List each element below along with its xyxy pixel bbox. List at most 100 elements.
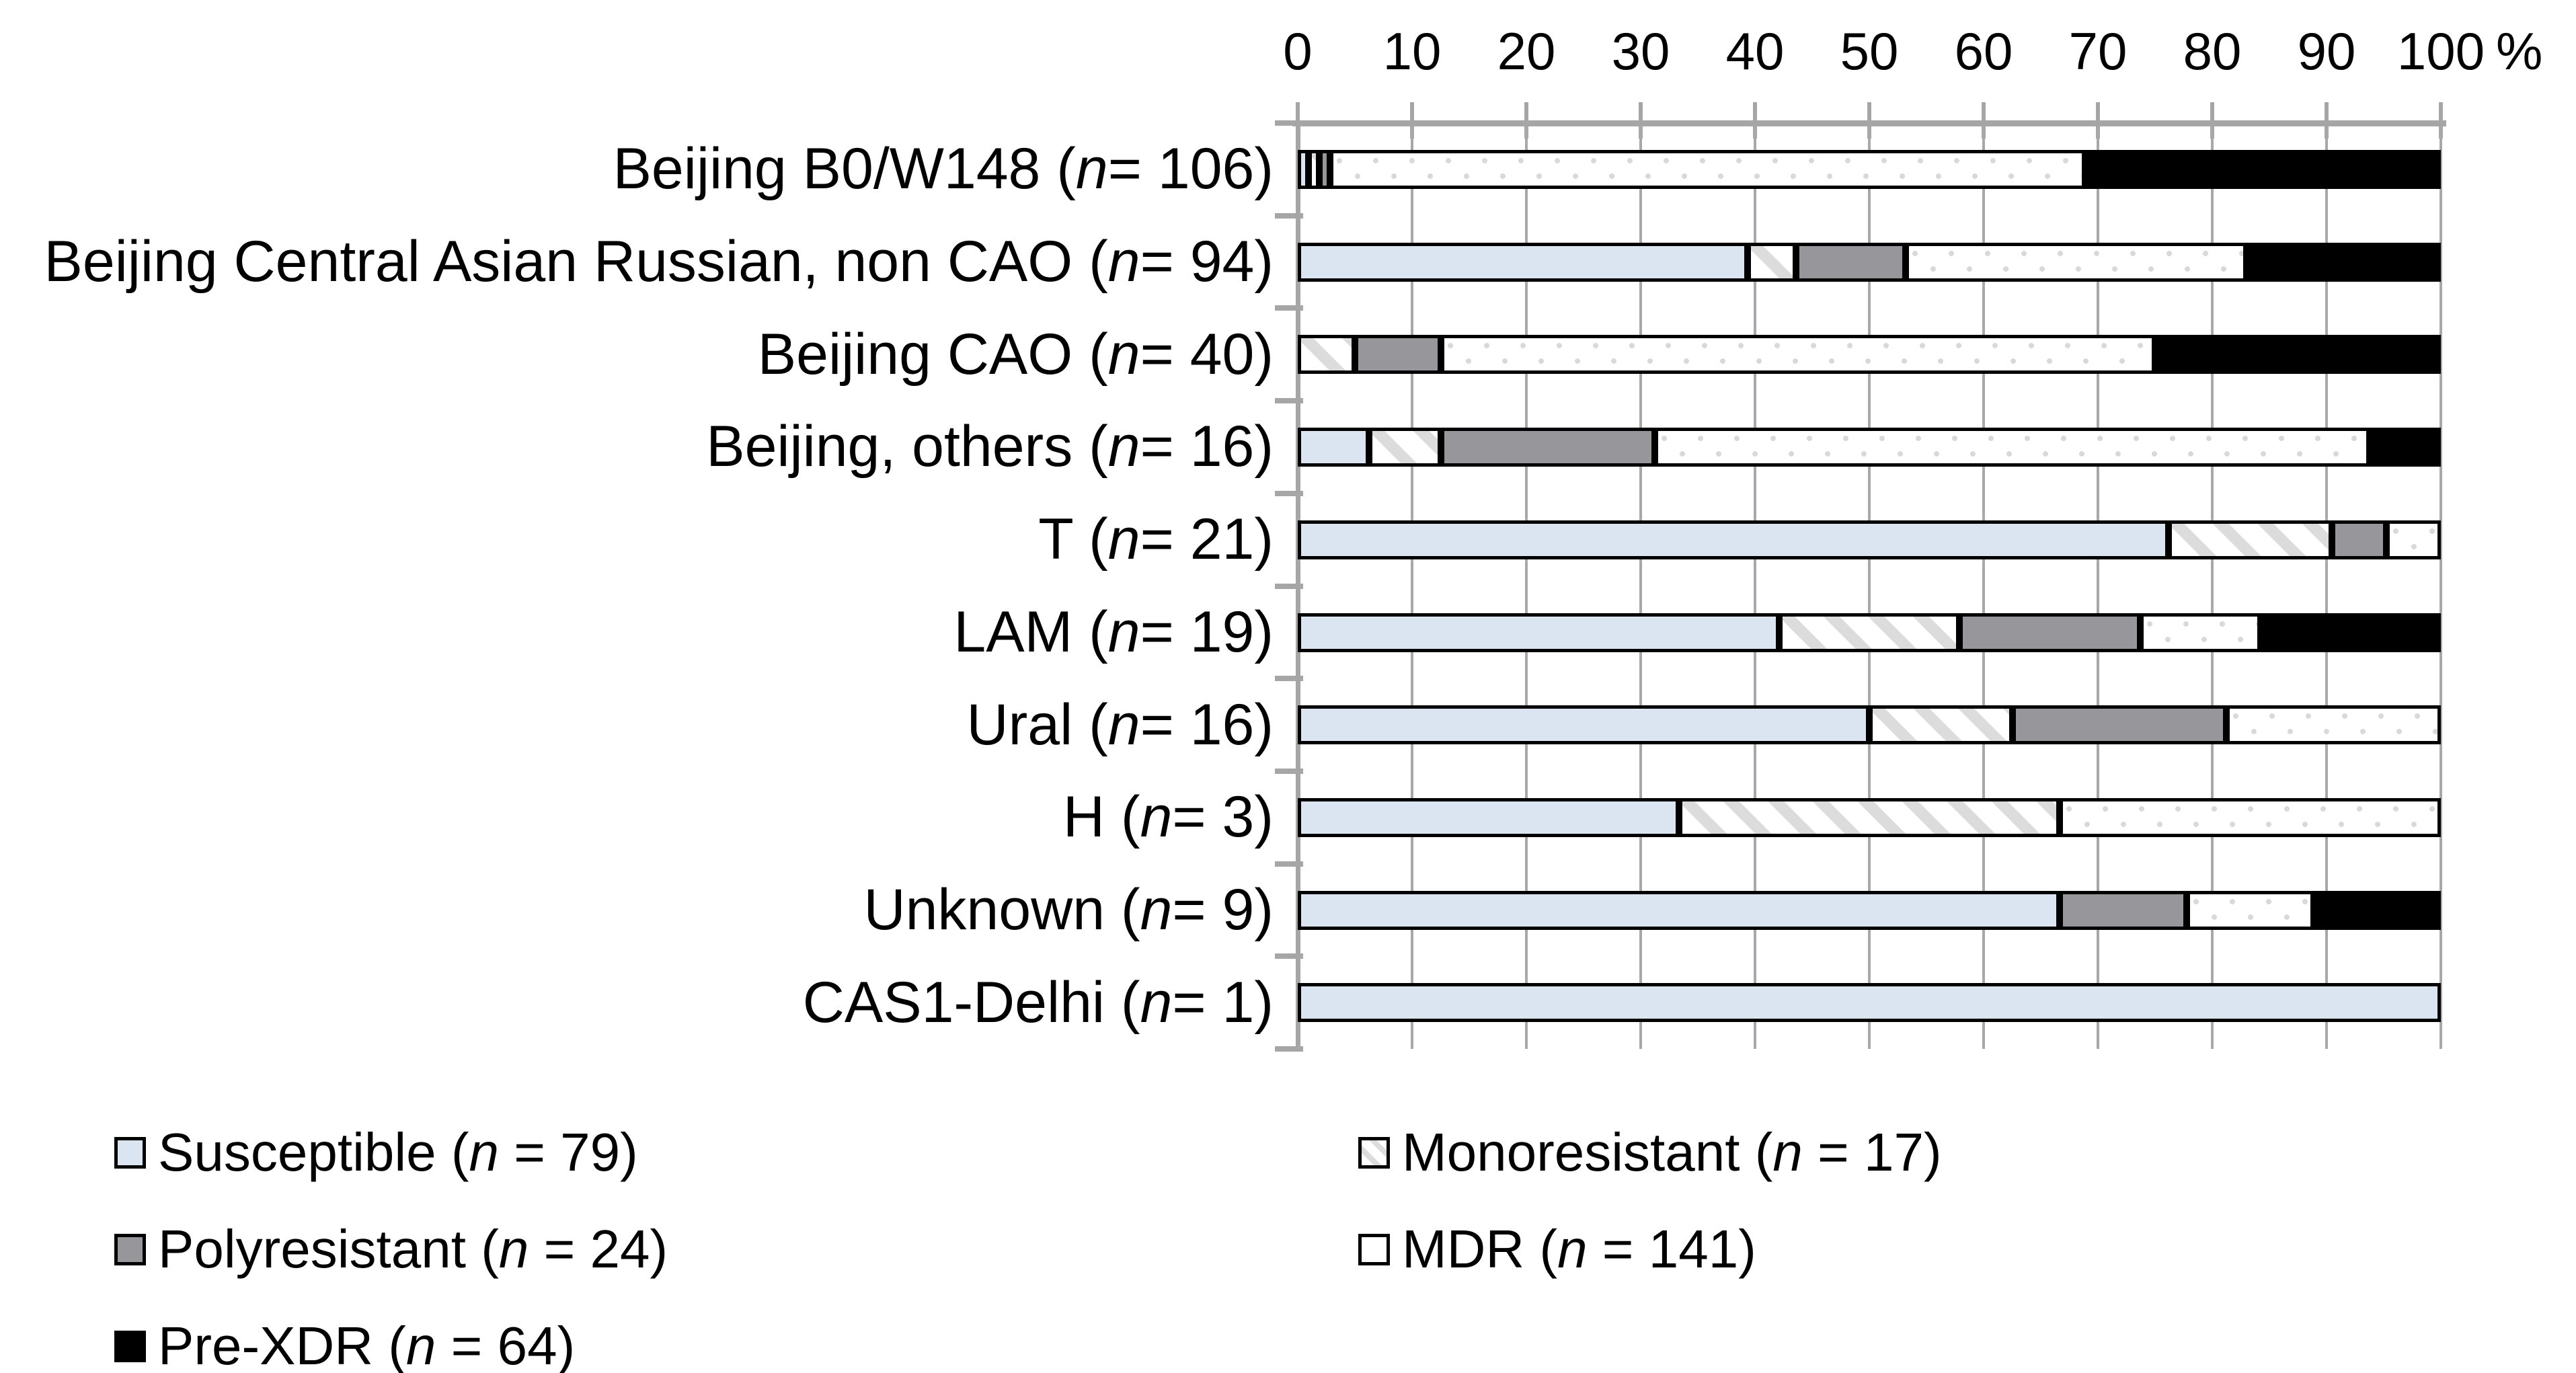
gridline [1411,123,1413,1049]
category-axis-tick [1275,953,1303,959]
bar-segment-monoresistant [1309,150,1320,189]
bar-segment-susceptible [1298,613,1779,652]
bar-segment-monoresistant [1678,797,2060,837]
italic-n: n [405,1316,436,1373]
gridline [1639,123,1642,1049]
bar-segment-mdr [1330,150,2085,189]
legend-item-prexdr: Pre-XDR (n = 64) [114,1317,575,1373]
bar-row [1298,983,2441,1023]
axis-tick-label: 70 [2068,22,2128,81]
bar-segment-susceptible [1298,797,1679,837]
category-axis-tick [1275,398,1303,404]
bar-segment-polyresistant [2060,890,2187,930]
category-label: Beijing, others (n = 16) [706,414,1274,479]
bar-segment-mdr [2187,890,2314,930]
category-label: Beijing CAO (n = 40) [757,321,1274,387]
legend-item-polyresistant: Polyresistant (n = 24) [114,1220,668,1279]
italic-n: n [1772,1122,1803,1182]
category-axis-tick [1275,490,1303,496]
italic-n: n [1107,321,1140,387]
italic-n: n [1107,599,1140,664]
italic-n: n [1140,785,1173,850]
bar-segment-susceptible [1298,520,2169,559]
bar-segment-polyresistant [1440,428,1655,467]
axis-tick-label: 10 [1382,22,1442,81]
bar-row [1298,797,2441,837]
category-axis-tick [1275,583,1303,589]
bar-segment-mdr [2386,520,2441,559]
italic-n: n [1107,414,1140,479]
bar-segment-polyresistant [1355,335,1441,375]
axis-unit-label: % [2496,22,2543,81]
legend-label: Monoresistant (n = 17) [1402,1122,1942,1182]
category-label: Ural (n = 16) [966,692,1274,757]
bar-segment-prexdr [2369,428,2441,467]
bar-segment-prexdr [2155,335,2441,375]
italic-n: n [1107,229,1140,295]
bar-segment-prexdr [2314,890,2441,930]
bar-segment-prexdr [2246,242,2441,282]
bar-segment-mdr [2226,705,2441,745]
axis-tick-label: 50 [1840,22,1899,81]
legend-label: Pre-XDR (n = 64) [158,1317,575,1373]
gridline [2097,123,2099,1049]
susceptible-swatch [114,1136,146,1169]
monoresistant-swatch [1358,1136,1390,1169]
legend-item-susceptible: Susceptible (n = 79) [114,1123,638,1182]
bar-segment-susceptible [1298,890,2060,930]
bar-segment-susceptible [1298,242,1748,282]
category-axis-tick [1275,768,1303,774]
axis-tick-label: 40 [1725,22,1785,81]
legend-item-monoresistant: Monoresistant (n = 17) [1358,1123,1942,1182]
category-axis-tick [1275,861,1303,867]
axis-tick-label: 60 [1954,22,2013,81]
category-axis-tick [1275,212,1303,219]
italic-n: n [498,1219,529,1279]
axis-tick-label: 100 [2396,22,2485,81]
italic-n: n [1107,692,1140,757]
bar-segment-polyresistant [1959,613,2140,652]
bar-row [1298,335,2441,375]
category-label: Beijing Central Asian Russian, non CAO (… [44,229,1274,295]
bar-segment-susceptible [1298,428,1370,467]
category-label: CAS1-Delhi (n = 1) [802,970,1274,1035]
prexdr-swatch [114,1330,146,1362]
bar-row [1298,428,2441,467]
gridline [2325,123,2328,1049]
gridline [1982,123,1985,1049]
bar-row [1298,613,2441,652]
italic-n: n [1107,507,1140,572]
bar-segment-mdr [1440,335,2155,375]
bar-segment-monoresistant [2169,520,2333,559]
gridline [1868,123,1871,1049]
legend-label: MDR (n = 141) [1402,1219,1756,1279]
bar-segment-susceptible [1298,150,1309,189]
category-label: LAM (n = 19) [953,599,1274,664]
axis-tick-label: 20 [1497,22,1556,81]
bar-row [1298,150,2441,189]
bar-segment-mdr [2140,613,2261,652]
bar-row [1298,520,2441,559]
gridline [1754,123,1756,1049]
legend-label: Susceptible (n = 79) [158,1122,638,1182]
italic-n: n [1140,877,1173,942]
italic-n: n [1557,1219,1588,1279]
bar-row [1298,890,2441,930]
bar-segment-monoresistant [1298,335,1355,375]
category-label: T (n = 21) [1038,507,1274,572]
bar-row [1298,242,2441,282]
category-axis-tick [1275,120,1303,126]
category-axis-tick [1275,676,1303,682]
bar-segment-mdr [2060,797,2441,837]
category-axis-tick [1275,305,1303,311]
gridline [2440,123,2442,1049]
legend-item-mdr: MDR (n = 141) [1358,1220,1756,1279]
axis-tick-label: 30 [1611,22,1670,81]
axis-tick-label: 0 [1283,22,1313,81]
bar-segment-monoresistant [1869,705,2013,745]
bar-row [1298,705,2441,745]
italic-n: n [469,1122,499,1182]
x-axis-line [1292,120,2446,126]
bar-segment-susceptible [1298,705,1869,745]
